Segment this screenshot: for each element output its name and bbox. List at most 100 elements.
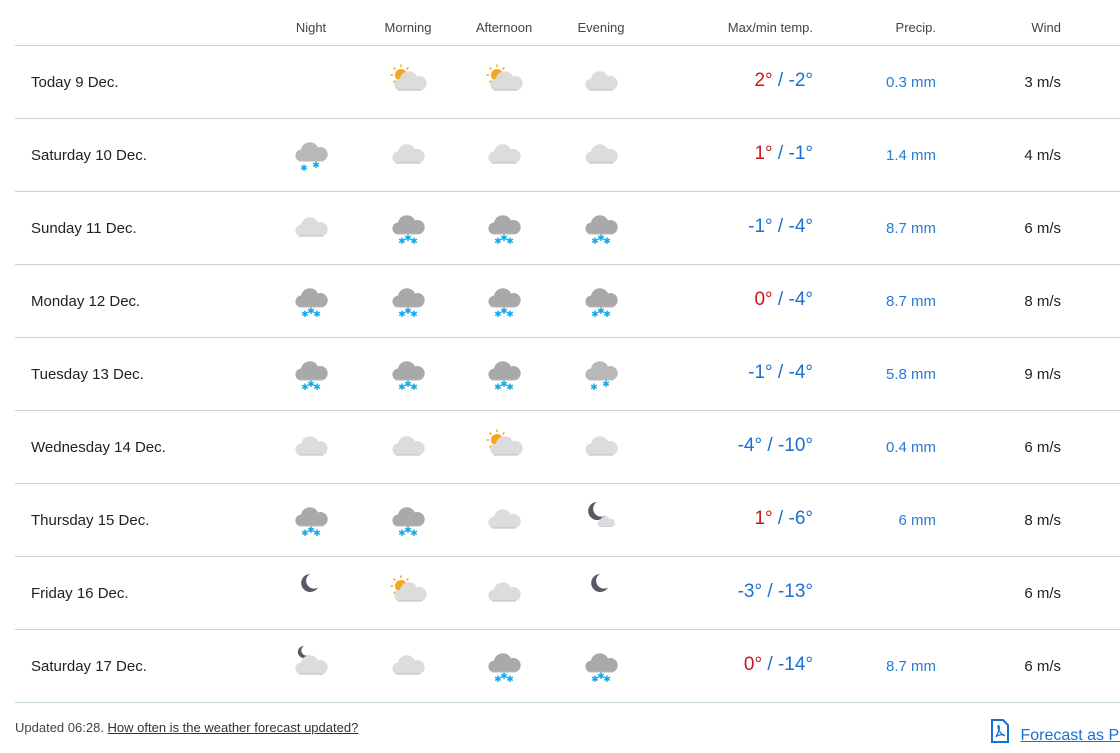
forecast-row[interactable]: Sunday 11 Dec. ✱ ✱ ✱ ✱ ✱ ✱ ✱ ✱ ✱ -1° / -4° 8.7 mm 6 … [15, 192, 1120, 265]
temp-separator: / [762, 581, 778, 602]
svg-text:✱: ✱ [603, 237, 611, 246]
cloud-icon [295, 436, 328, 456]
svg-text:✱: ✱ [597, 234, 605, 244]
svg-text:✱: ✱ [312, 161, 320, 171]
min-temp: -4° [788, 216, 814, 237]
forecast-row[interactable]: Saturday 10 Dec. ✱ ✱ 1° / -1° 1.4 mm 4 m/s [15, 119, 1120, 192]
day-label: Sunday 11 Dec. [31, 220, 137, 237]
snow-icon: ✱✱✱ [392, 288, 425, 319]
precipitation: 8.7 mm [885, 293, 936, 310]
temperature: -1° / -4° [748, 362, 813, 384]
forecast-row[interactable]: Tuesday 13 Dec. ✱ ✱ ✱ ✱ ✱ ✱ ✱ ✱ ✱ ✱ ✱ -1° / -4° 5.8 m… [15, 338, 1120, 411]
wind-speed: 6 m/s [1024, 585, 1061, 602]
svg-text:✱: ✱ [603, 675, 611, 684]
cloud-icon [585, 436, 618, 456]
day-label: Today 9 Dec. [31, 74, 119, 91]
forecast-row[interactable]: Monday 12 Dec. ✱ ✱ ✱ ✱ ✱ ✱ ✱ ✱ ✱ ✱ ✱ ✱ 0° / -4° 8.7 mm… [15, 265, 1120, 338]
light-snow-icon: ✱ ✱ [585, 361, 618, 392]
svg-text:✱: ✱ [301, 310, 309, 319]
forecast-row[interactable]: Thursday 15 Dec. ✱ ✱ ✱ ✱ ✱ ✱ 1° / -6° 6 mm 8 m/s [15, 484, 1120, 557]
svg-text:✱: ✱ [602, 380, 610, 390]
pdf-icon [991, 719, 1009, 743]
svg-text:✱: ✱ [506, 383, 514, 392]
snow-icon: ✱✱✱ [488, 288, 521, 319]
max-temp: -1° [748, 216, 773, 237]
partly-sunny-icon [486, 429, 523, 456]
snow-icon: ✱✱✱ [392, 361, 425, 392]
svg-text:✱: ✱ [500, 672, 508, 682]
update-help-link[interactable]: How often is the weather forecast update… [107, 720, 359, 735]
cloud-icon [392, 655, 425, 675]
light-snow-icon: ✱ ✱ [295, 142, 328, 173]
svg-text:✱: ✱ [500, 234, 508, 244]
min-temp: -2° [788, 70, 814, 91]
pdf-link[interactable]: Forecast as PDF [1020, 727, 1120, 744]
partly-sunny-icon [390, 575, 427, 602]
svg-text:✱: ✱ [597, 672, 605, 682]
min-temp: -13° [777, 581, 813, 602]
svg-text:✱: ✱ [313, 310, 321, 319]
max-temp: 2° [754, 70, 773, 91]
precipitation: 0.3 mm [885, 74, 936, 91]
moon-icon [301, 574, 318, 592]
forecast-row[interactable]: Wednesday 14 Dec. -4° / -10° 0.4 mm 6 m/s [15, 411, 1120, 484]
svg-text:✱: ✱ [494, 310, 502, 319]
svg-text:✱: ✱ [404, 307, 412, 317]
temperature: -4° / -10° [738, 435, 813, 457]
wind-speed: 4 m/s [1024, 147, 1061, 164]
svg-text:✱: ✱ [506, 237, 514, 246]
col-precip: Precip. [895, 20, 936, 35]
min-temp: -14° [777, 654, 813, 675]
svg-text:✱: ✱ [313, 383, 321, 392]
forecast-row[interactable]: Today 9 Dec. 2° / -2° 0.3 mm 3 m/s [15, 46, 1120, 119]
min-temp: -4° [788, 362, 814, 383]
min-temp: -10° [777, 435, 813, 456]
precipitation: 6 mm [898, 512, 937, 529]
pdf-download[interactable]: Forecast as PDF [990, 719, 1120, 748]
svg-text:✱: ✱ [404, 380, 412, 390]
snow-icon: ✱✱✱ [585, 653, 618, 684]
svg-text:✱: ✱ [398, 383, 406, 392]
snow-icon: ✱✱✱ [488, 653, 521, 684]
wind-speed: 6 m/s [1024, 658, 1061, 675]
temp-separator: / [772, 362, 789, 383]
max-temp: -3° [737, 581, 763, 602]
svg-text:✱: ✱ [506, 310, 514, 319]
svg-text:✱: ✱ [307, 526, 315, 536]
snow-icon: ✱✱✱ [392, 215, 425, 246]
svg-text:✱: ✱ [410, 237, 418, 246]
wind-speed: 6 m/s [1024, 439, 1061, 456]
forecast-row[interactable]: Saturday 17 Dec. ✱ ✱ ✱ ✱ ✱ ✱ 0° / -14° 8.7 mm 6 m… [15, 630, 1120, 703]
temp-separator: / [772, 289, 789, 310]
svg-text:✱: ✱ [506, 675, 514, 684]
max-temp: 1° [754, 143, 773, 164]
precipitation: 8.7 mm [885, 220, 936, 237]
min-temp: -4° [788, 289, 814, 310]
col-wind: Wind [1031, 20, 1061, 35]
temperature: 1° / -6° [754, 508, 813, 530]
col-temp: Max/min temp. [727, 20, 813, 35]
table-header: Night Morning Afternoon Evening Max/min … [15, 0, 1120, 46]
wind-speed: 6 m/s [1024, 220, 1061, 237]
precipitation: 5.8 mm [885, 366, 936, 383]
svg-text:✱: ✱ [500, 307, 508, 317]
temperature: 1° / -1° [754, 143, 813, 165]
svg-text:✱: ✱ [313, 529, 321, 538]
precipitation: 0.4 mm [885, 439, 936, 456]
cloud-icon [488, 144, 521, 164]
snow-icon: ✱✱✱ [585, 288, 618, 319]
max-temp: 0° [754, 289, 773, 310]
day-label: Saturday 17 Dec. [31, 658, 147, 675]
svg-text:✱: ✱ [410, 383, 418, 392]
svg-text:✱: ✱ [591, 675, 599, 684]
col-night: Night [295, 20, 327, 35]
day-label: Thursday 15 Dec. [31, 512, 150, 529]
svg-text:✱: ✱ [494, 675, 502, 684]
forecast-row[interactable]: Friday 16 Dec. -3° / -13° 6 m/s [15, 557, 1120, 630]
svg-text:✱: ✱ [398, 529, 406, 538]
cloud-icon [585, 71, 618, 91]
snow-icon: ✱✱✱ [295, 288, 328, 319]
moon-cloud-icon [588, 502, 616, 527]
day-label: Friday 16 Dec. [31, 585, 129, 602]
max-temp: -4° [737, 435, 763, 456]
